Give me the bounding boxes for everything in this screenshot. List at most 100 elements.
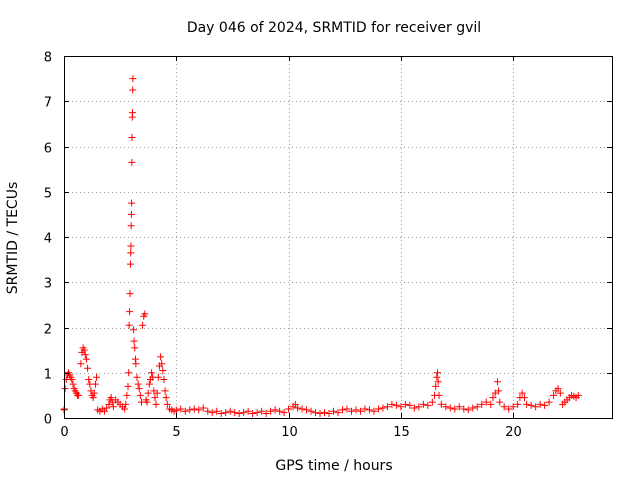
data-point bbox=[122, 400, 130, 408]
data-point bbox=[130, 337, 138, 345]
data-point bbox=[128, 133, 136, 141]
data-point bbox=[298, 405, 306, 413]
grid bbox=[64, 56, 612, 418]
data-point bbox=[84, 364, 92, 372]
data-point bbox=[473, 403, 481, 411]
y-tick-label: 6 bbox=[44, 142, 52, 157]
data-point bbox=[160, 376, 168, 384]
data-point bbox=[126, 308, 134, 316]
data-point bbox=[294, 404, 302, 412]
data-point bbox=[514, 400, 522, 408]
data-point bbox=[217, 409, 225, 417]
data-point bbox=[93, 373, 101, 381]
data-point bbox=[258, 407, 266, 415]
data-point bbox=[433, 373, 441, 381]
x-tick-label: 5 bbox=[172, 425, 180, 440]
data-point bbox=[181, 407, 189, 415]
data-point bbox=[208, 409, 216, 417]
data-point bbox=[356, 407, 364, 415]
data-point bbox=[133, 373, 141, 381]
data-point bbox=[128, 158, 136, 166]
data-point bbox=[125, 369, 133, 377]
data-point bbox=[143, 398, 151, 406]
data-point bbox=[435, 391, 443, 399]
x-axis-title: GPS time / hours bbox=[275, 458, 392, 474]
data-point bbox=[437, 400, 445, 408]
data-point bbox=[271, 406, 279, 414]
data-point bbox=[520, 394, 528, 402]
data-point bbox=[151, 394, 159, 402]
data-point bbox=[127, 210, 135, 218]
data-point bbox=[172, 406, 180, 414]
data-point bbox=[152, 400, 160, 408]
x-tick-label: 10 bbox=[281, 425, 298, 440]
plot-frame bbox=[64, 56, 613, 419]
data-point bbox=[523, 400, 531, 408]
data-point bbox=[190, 405, 198, 413]
data-point bbox=[303, 406, 311, 414]
data-point bbox=[280, 409, 288, 417]
data-point bbox=[128, 199, 136, 207]
data-point bbox=[68, 376, 76, 384]
data-point bbox=[249, 409, 257, 417]
data-point bbox=[132, 360, 140, 368]
data-point bbox=[493, 378, 501, 386]
data-point bbox=[222, 409, 230, 417]
data-point bbox=[509, 403, 517, 411]
data-point bbox=[556, 389, 564, 397]
data-point bbox=[487, 400, 495, 408]
data-point bbox=[262, 409, 270, 417]
data-point bbox=[199, 404, 207, 412]
data-point bbox=[144, 389, 152, 397]
data-point bbox=[532, 403, 540, 411]
data-point bbox=[451, 405, 459, 413]
data-point bbox=[141, 310, 149, 318]
data-point bbox=[460, 405, 468, 413]
data-point bbox=[129, 109, 136, 117]
y-tick-label: 7 bbox=[44, 96, 52, 111]
data-point bbox=[338, 406, 346, 414]
data-point bbox=[134, 380, 142, 388]
data-point bbox=[154, 373, 162, 381]
data-point bbox=[406, 401, 414, 409]
data-point bbox=[482, 398, 490, 406]
data-point bbox=[267, 407, 275, 415]
data-point bbox=[419, 400, 427, 408]
data-point bbox=[157, 353, 165, 361]
data-point bbox=[334, 409, 342, 417]
data-point bbox=[186, 406, 194, 414]
data-point bbox=[442, 403, 450, 411]
data-point bbox=[347, 407, 355, 415]
data-point bbox=[162, 394, 170, 402]
data-point bbox=[401, 400, 409, 408]
data-point bbox=[536, 400, 544, 408]
y-axis-title: SRMTID / TECUs bbox=[5, 182, 21, 295]
data-point bbox=[312, 409, 320, 417]
y-tick-label: 4 bbox=[44, 232, 52, 247]
data-point bbox=[370, 407, 378, 415]
data-point bbox=[81, 351, 89, 359]
data-point bbox=[276, 407, 284, 415]
data-point bbox=[478, 400, 486, 408]
data-point bbox=[244, 407, 252, 415]
data-point bbox=[82, 355, 90, 363]
data-point bbox=[80, 346, 88, 354]
data-point bbox=[330, 407, 338, 415]
data-point bbox=[424, 401, 432, 409]
data-point bbox=[455, 403, 463, 411]
data-point bbox=[148, 369, 156, 377]
y-tick-label: 2 bbox=[44, 323, 52, 338]
data-point bbox=[135, 385, 143, 393]
data-point bbox=[126, 290, 134, 298]
data-point bbox=[285, 405, 293, 413]
data-point bbox=[432, 382, 440, 390]
data-point bbox=[428, 398, 436, 406]
data-point bbox=[518, 389, 526, 397]
data-point bbox=[159, 366, 167, 374]
data-point bbox=[103, 404, 111, 412]
data-points bbox=[60, 75, 582, 417]
data-point bbox=[129, 86, 137, 94]
data-point bbox=[90, 389, 98, 397]
y-tick-label: 3 bbox=[44, 277, 52, 292]
